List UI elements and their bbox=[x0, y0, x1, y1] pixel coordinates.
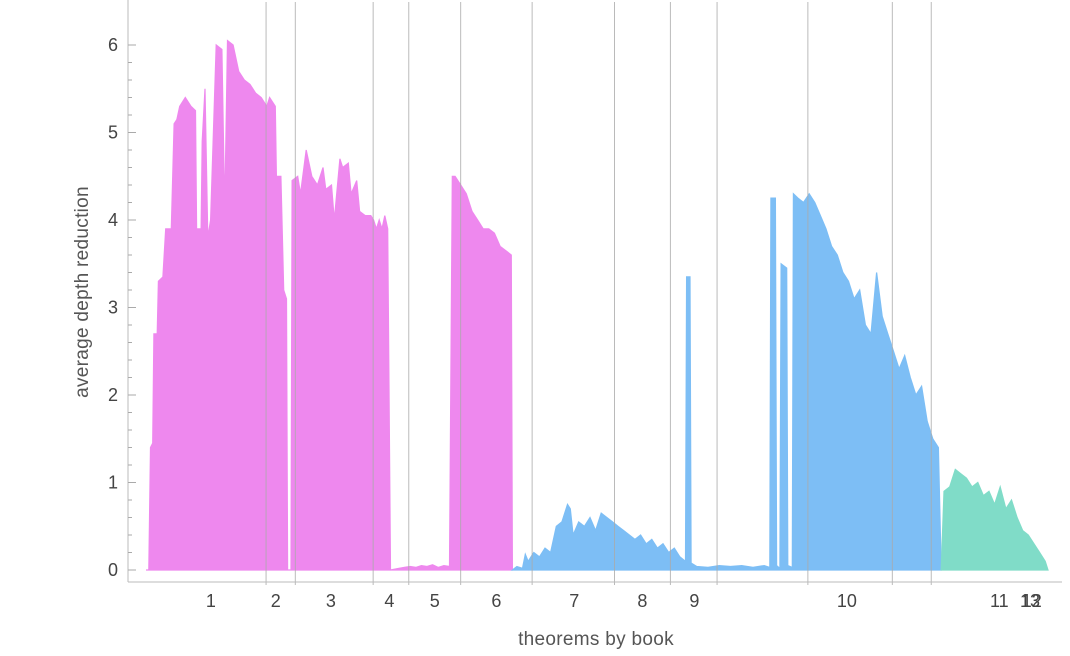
book-label: 12 bbox=[1022, 591, 1042, 611]
book-label: 9 bbox=[689, 591, 699, 611]
book-label: 1 bbox=[206, 591, 216, 611]
y-axis-title: average depth reduction bbox=[72, 186, 93, 398]
y-tick-label: 5 bbox=[108, 123, 118, 143]
y-tick-label: 1 bbox=[108, 473, 118, 493]
y-tick-label: 2 bbox=[108, 385, 118, 405]
x-axis-title: theorems by book bbox=[518, 629, 674, 650]
series-area-3 bbox=[940, 468, 1049, 571]
book-divider-grid bbox=[265, 2, 932, 585]
series-layer bbox=[146, 39, 1049, 571]
book-label: 3 bbox=[326, 591, 336, 611]
y-tick-label: 4 bbox=[108, 210, 118, 230]
y-tick-label: 0 bbox=[108, 560, 118, 580]
book-label: 13 bbox=[1020, 591, 1040, 611]
series-area-2 bbox=[510, 192, 942, 571]
book-label: 4 bbox=[384, 591, 394, 611]
book-label: 7 bbox=[569, 591, 579, 611]
axes bbox=[127, 0, 1062, 583]
y-tick-label: 3 bbox=[108, 298, 118, 318]
book-label: 8 bbox=[637, 591, 647, 611]
y-tick-label: 6 bbox=[108, 35, 118, 55]
book-label: 11 bbox=[990, 591, 1009, 611]
book-label: 2 bbox=[271, 591, 281, 611]
book-label: 6 bbox=[491, 591, 501, 611]
series-area-1 bbox=[146, 39, 514, 571]
book-label: 5 bbox=[430, 591, 440, 611]
book-label: 10 bbox=[837, 591, 857, 611]
